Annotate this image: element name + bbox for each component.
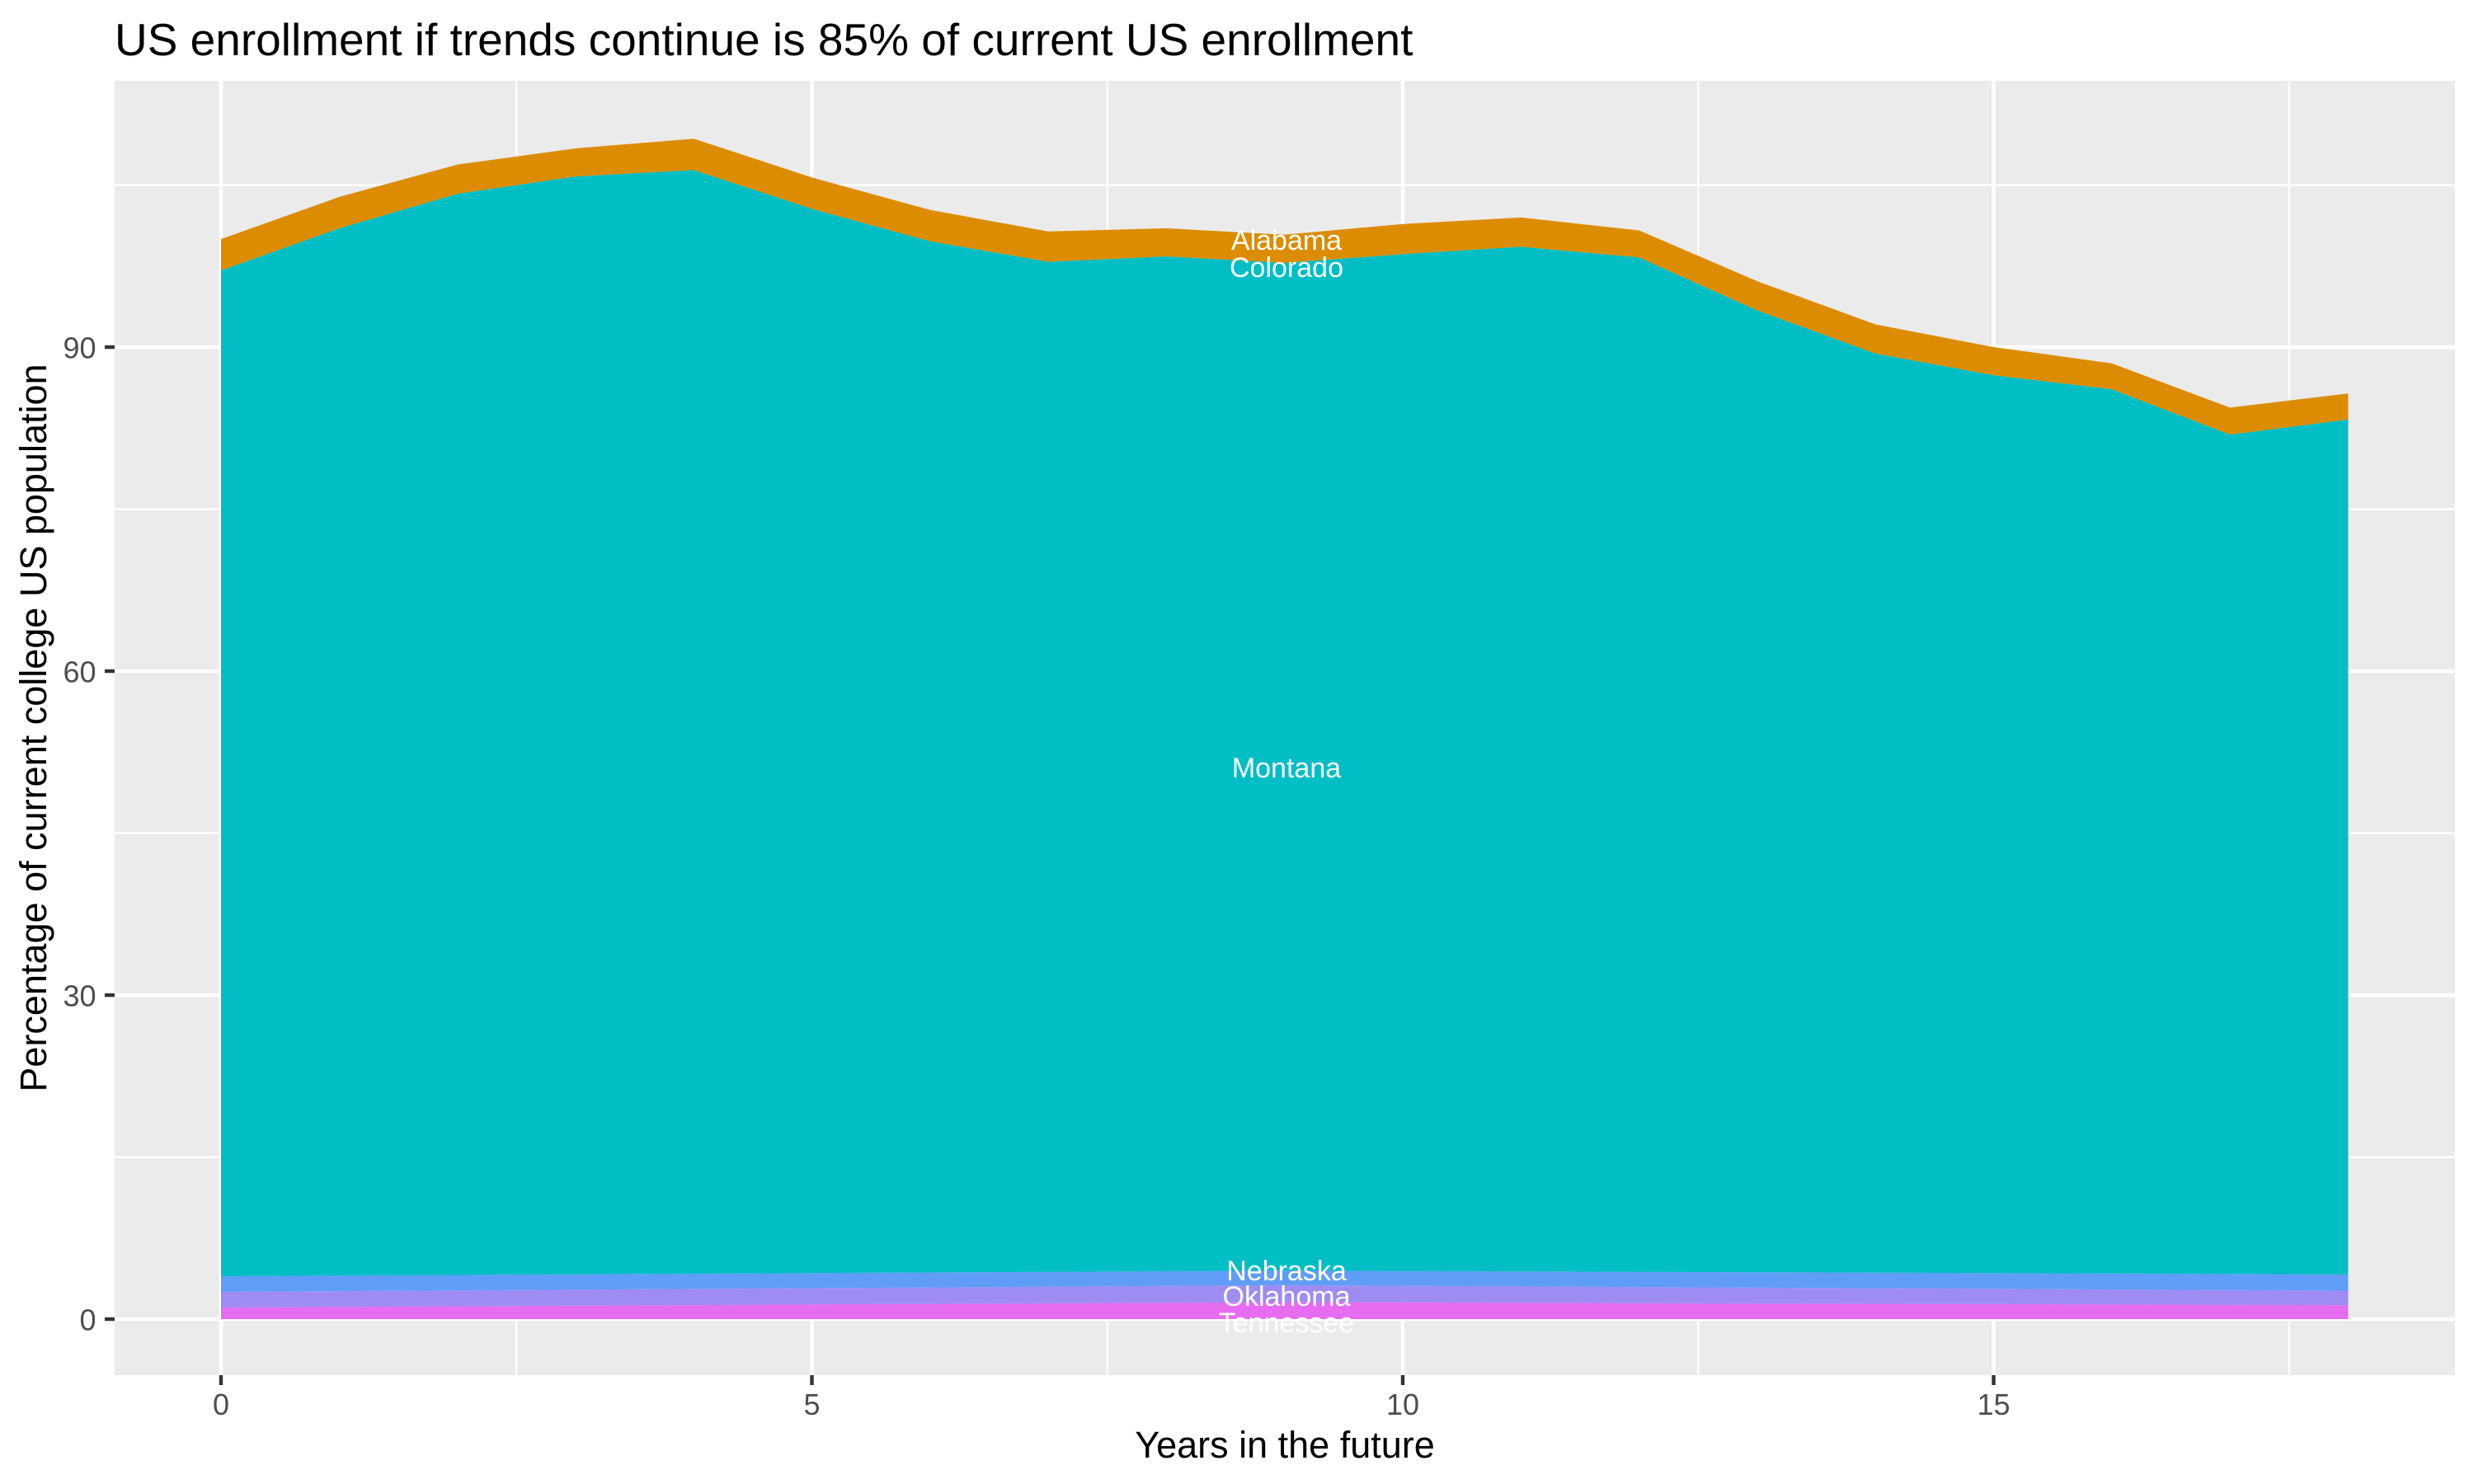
svg-text:US enrollment if trends contin: US enrollment if trends continue is 85% … xyxy=(115,14,1413,65)
svg-text:Tennessee: Tennessee xyxy=(1219,1308,1354,1339)
svg-text:90: 90 xyxy=(63,331,96,364)
svg-text:Montana: Montana xyxy=(1232,753,1341,784)
svg-text:0: 0 xyxy=(79,1303,96,1336)
svg-text:30: 30 xyxy=(63,979,96,1012)
svg-text:Years in the future: Years in the future xyxy=(1135,1424,1435,1466)
svg-text:5: 5 xyxy=(803,1388,820,1421)
svg-text:Colorado: Colorado xyxy=(1230,252,1343,284)
svg-text:Alabama: Alabama xyxy=(1231,225,1342,256)
svg-text:60: 60 xyxy=(63,655,96,688)
svg-text:Nebraska: Nebraska xyxy=(1226,1256,1347,1287)
svg-text:10: 10 xyxy=(1386,1388,1419,1421)
svg-text:0: 0 xyxy=(213,1388,229,1421)
svg-text:15: 15 xyxy=(1977,1388,2010,1421)
svg-text:Percentage of current college: Percentage of current college US populat… xyxy=(12,364,54,1092)
svg-text:Oklahoma: Oklahoma xyxy=(1223,1281,1351,1313)
